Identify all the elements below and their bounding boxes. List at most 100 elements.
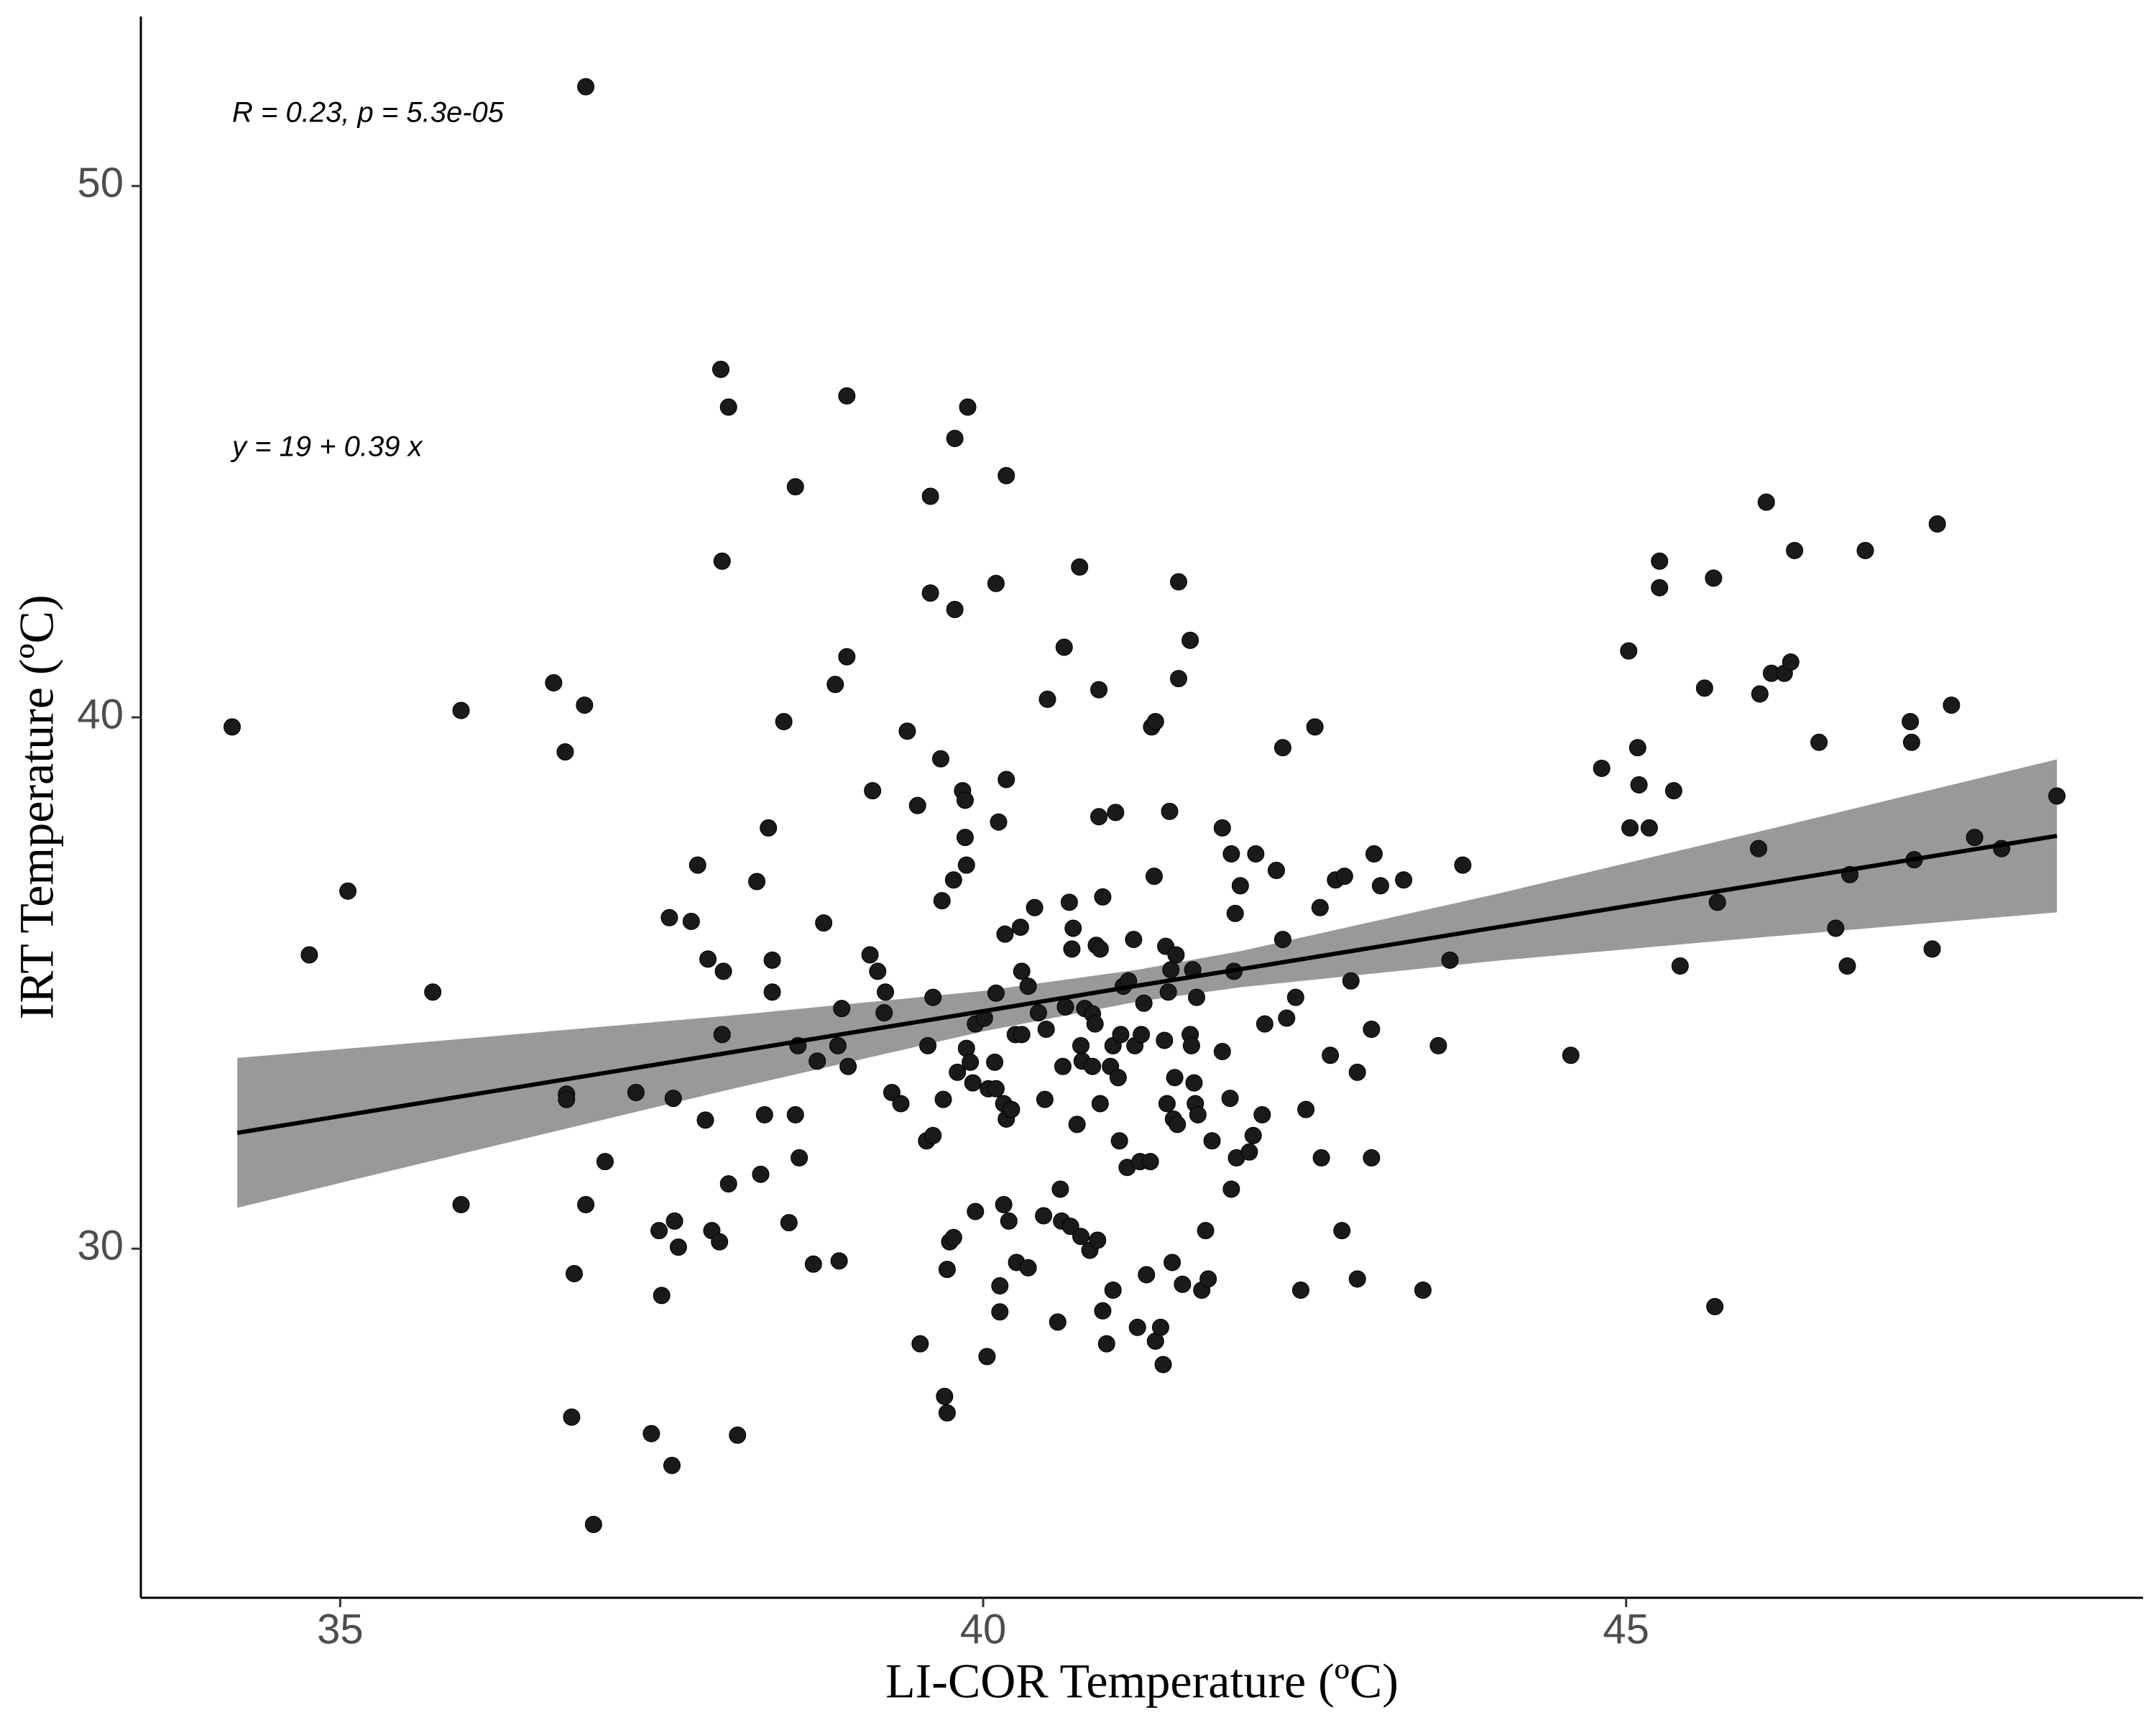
data-point	[1164, 1254, 1181, 1271]
data-point	[1671, 957, 1689, 975]
data-point	[1060, 893, 1078, 911]
data-point	[1036, 1090, 1054, 1108]
data-point	[1414, 1281, 1432, 1299]
data-point	[1086, 1015, 1104, 1033]
data-point	[1169, 573, 1187, 591]
data-point	[1902, 712, 1920, 730]
data-point	[1063, 940, 1081, 958]
data-point	[877, 983, 895, 1001]
data-point	[556, 743, 574, 761]
data-point	[1097, 1335, 1115, 1353]
data-point	[1256, 1015, 1273, 1033]
data-point	[1312, 1149, 1330, 1167]
data-point	[713, 1026, 731, 1044]
data-point	[729, 1426, 747, 1444]
data-point	[838, 387, 856, 405]
data-point	[1000, 1212, 1018, 1230]
data-point	[1064, 919, 1082, 937]
data-point	[995, 1195, 1013, 1213]
data-point	[1291, 1281, 1309, 1299]
data-point	[944, 1228, 962, 1246]
data-point	[1011, 919, 1029, 937]
data-point	[949, 1063, 967, 1081]
data-point	[987, 574, 1005, 592]
data-point	[1185, 1074, 1203, 1092]
data-point	[864, 782, 882, 800]
data-point	[1757, 493, 1775, 511]
data-point	[660, 908, 678, 926]
data-point	[1029, 1004, 1047, 1022]
data-point	[1166, 1069, 1184, 1087]
data-point	[584, 1515, 602, 1533]
data-point	[1091, 940, 1109, 958]
data-point	[1169, 670, 1187, 688]
data-point	[1026, 898, 1044, 916]
x-tick-label: 40	[960, 1606, 1007, 1652]
data-point	[990, 813, 1008, 831]
data-point	[576, 696, 594, 714]
data-point	[946, 429, 964, 447]
data-point	[1222, 1180, 1240, 1198]
data-point	[1222, 845, 1240, 863]
data-point	[577, 78, 595, 96]
data-point	[1247, 845, 1265, 863]
data-point	[1068, 1116, 1086, 1133]
data-point	[1363, 1149, 1381, 1167]
data-point	[719, 398, 737, 416]
data-point	[650, 1222, 668, 1240]
data-point	[1221, 1090, 1239, 1108]
data-point	[339, 882, 357, 900]
data-point	[1395, 871, 1413, 889]
data-point	[1145, 868, 1163, 886]
data-point	[1089, 1231, 1107, 1249]
data-point	[1348, 1270, 1366, 1288]
data-point	[711, 360, 729, 378]
data-point	[1749, 840, 1767, 857]
data-point	[892, 1095, 910, 1113]
data-point	[1203, 1132, 1221, 1150]
data-point	[986, 1053, 1004, 1071]
data-point	[669, 1238, 687, 1256]
data-point	[991, 1277, 1009, 1295]
data-point	[1110, 1132, 1128, 1150]
data-point	[1902, 733, 1920, 751]
data-point	[1112, 1026, 1130, 1044]
data-point	[938, 1261, 956, 1279]
data-point	[908, 796, 926, 814]
data-point	[1630, 776, 1648, 794]
line-layer	[236, 833, 2058, 1136]
data-point	[998, 466, 1015, 484]
data-point	[1335, 868, 1353, 886]
data-point	[967, 1202, 985, 1220]
data-point	[1923, 940, 1941, 958]
data-point	[1365, 845, 1383, 863]
y-tick-label: 40	[77, 691, 124, 737]
data-point	[1620, 642, 1638, 660]
data-point	[1003, 1100, 1021, 1118]
data-point	[1107, 804, 1125, 822]
data-point	[1562, 1046, 1580, 1064]
data-point	[959, 398, 977, 416]
data-point	[861, 946, 879, 964]
data-point	[1429, 1036, 1447, 1054]
data-point	[875, 1004, 893, 1022]
data-point	[1273, 931, 1291, 949]
data-point	[1156, 1031, 1174, 1049]
data-point	[1038, 690, 1056, 708]
data-point	[1090, 681, 1108, 699]
data-point	[1090, 808, 1108, 826]
data-point	[1253, 1106, 1271, 1124]
data-point	[696, 1111, 714, 1129]
data-point	[1054, 1057, 1072, 1075]
data-point	[1454, 856, 1472, 874]
data-point	[924, 988, 942, 1006]
data-point	[1751, 685, 1769, 703]
data-point	[869, 962, 887, 980]
data-point	[1049, 1313, 1067, 1331]
data-point	[1159, 983, 1177, 1001]
data-point	[1786, 541, 1804, 559]
data-point	[566, 1265, 584, 1283]
data-point	[1966, 829, 1984, 847]
data-point	[1072, 1228, 1090, 1246]
